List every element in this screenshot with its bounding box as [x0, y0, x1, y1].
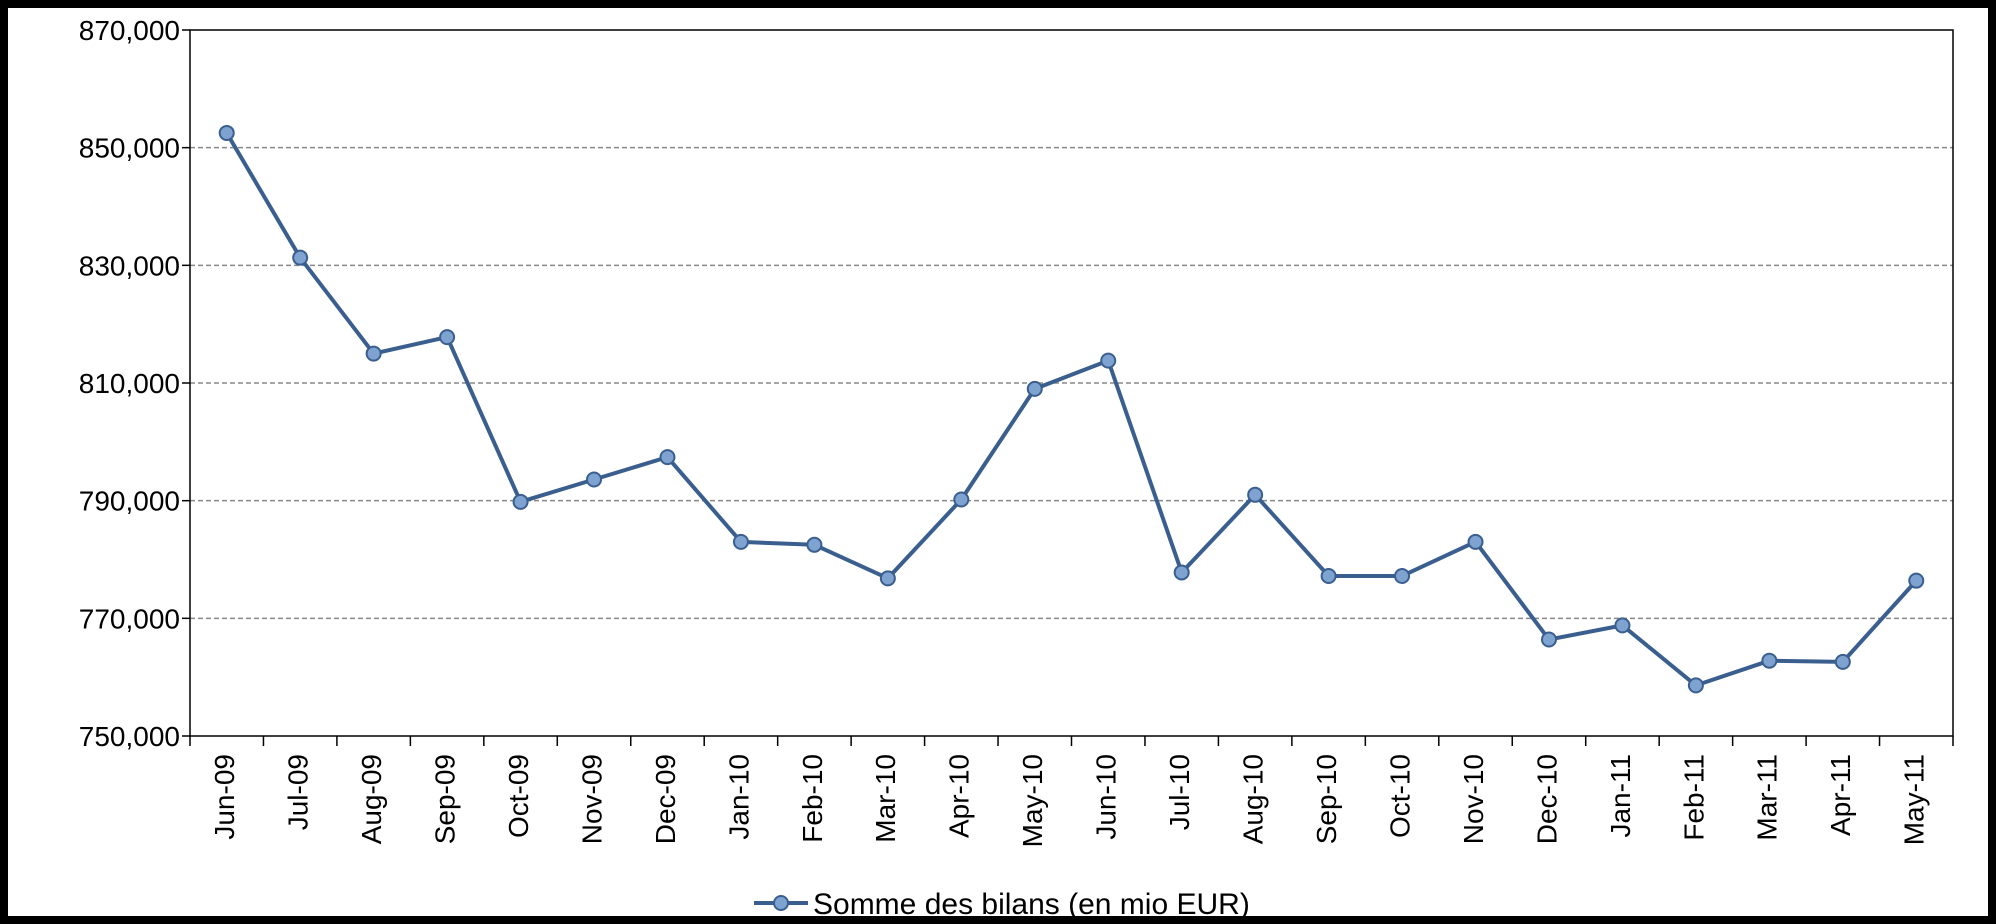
y-tick-label: 790,000	[79, 486, 180, 517]
x-tick-label: Oct-09	[503, 754, 534, 838]
data-point	[1687, 677, 1704, 694]
x-tick-label: Oct-10	[1384, 754, 1415, 838]
data-point	[1247, 486, 1264, 503]
x-tick-label: Jul-10	[1164, 754, 1195, 830]
x-tick-label: Jun-10	[1091, 754, 1122, 840]
y-tick-label: 830,000	[79, 250, 180, 281]
data-point	[1026, 380, 1043, 397]
x-tick-label: Apr-10	[944, 754, 975, 838]
x-tick-label: Apr-11	[1825, 754, 1856, 836]
data-point	[1394, 567, 1411, 584]
x-tick-label: Mar-11	[1752, 754, 1783, 841]
x-tick-label: Aug-09	[356, 754, 387, 844]
x-tick-label: Sep-09	[429, 754, 460, 844]
legend-marker	[773, 895, 789, 911]
data-point	[659, 449, 676, 466]
x-tick-label: Feb-10	[797, 754, 828, 843]
x-tick-label: Mar-10	[870, 754, 901, 843]
data-point	[1540, 631, 1557, 648]
x-tick-label: Feb-11	[1678, 754, 1709, 841]
data-point	[1761, 652, 1778, 669]
x-tick-label: May-11	[1899, 754, 1930, 845]
data-point	[292, 249, 309, 266]
x-axis: Jun-09 Jul-09 Aug-09 Sep-09 Oct-09 Nov-09 Dec-…	[189, 736, 1954, 847]
data-point	[953, 491, 970, 508]
legend-label: Somme des bilans (en mio EUR)	[813, 888, 1250, 921]
data-point	[1173, 564, 1190, 581]
y-tick-label: 870,000	[79, 15, 180, 46]
x-tick-label: Nov-10	[1458, 754, 1489, 844]
legend: Somme des bilans (en mio EUR)	[754, 888, 1250, 921]
data-point	[1467, 533, 1484, 550]
x-tick-label: Sep-10	[1311, 754, 1342, 844]
data-point	[732, 533, 749, 550]
x-tick-label: Dec-10	[1531, 754, 1562, 844]
data-point	[806, 536, 823, 553]
data-point	[1100, 352, 1117, 369]
y-axis: 750,000 770,000 790,000 810,000 830,000 850,0…	[79, 15, 190, 752]
y-tick-label: 850,000	[79, 133, 180, 164]
x-tick-label: Aug-10	[1238, 754, 1269, 844]
gridlines	[190, 146, 1953, 620]
data-point	[1834, 653, 1851, 670]
x-tick-label: Jul-09	[283, 754, 314, 830]
data-point	[512, 493, 529, 510]
x-tick-label: Jun-09	[209, 754, 240, 840]
series-layer	[218, 124, 1925, 694]
x-tick-label: Jan-10	[723, 754, 754, 840]
y-tick-label: 770,000	[79, 603, 180, 634]
data-point	[1614, 617, 1631, 634]
y-tick-label: 810,000	[79, 368, 180, 399]
x-tick-label: Dec-09	[650, 754, 681, 844]
data-point	[365, 345, 382, 362]
data-point	[218, 124, 235, 141]
data-point	[1908, 572, 1925, 589]
data-point	[586, 471, 603, 488]
y-tick-label: 750,000	[79, 721, 180, 752]
x-tick-label: Nov-09	[576, 754, 607, 844]
series-line	[225, 131, 1918, 688]
data-point	[1320, 567, 1337, 584]
data-point	[879, 570, 896, 587]
x-tick-label: May-10	[1017, 754, 1048, 847]
data-point	[439, 329, 456, 346]
x-tick-label: Jan-11	[1605, 754, 1636, 838]
